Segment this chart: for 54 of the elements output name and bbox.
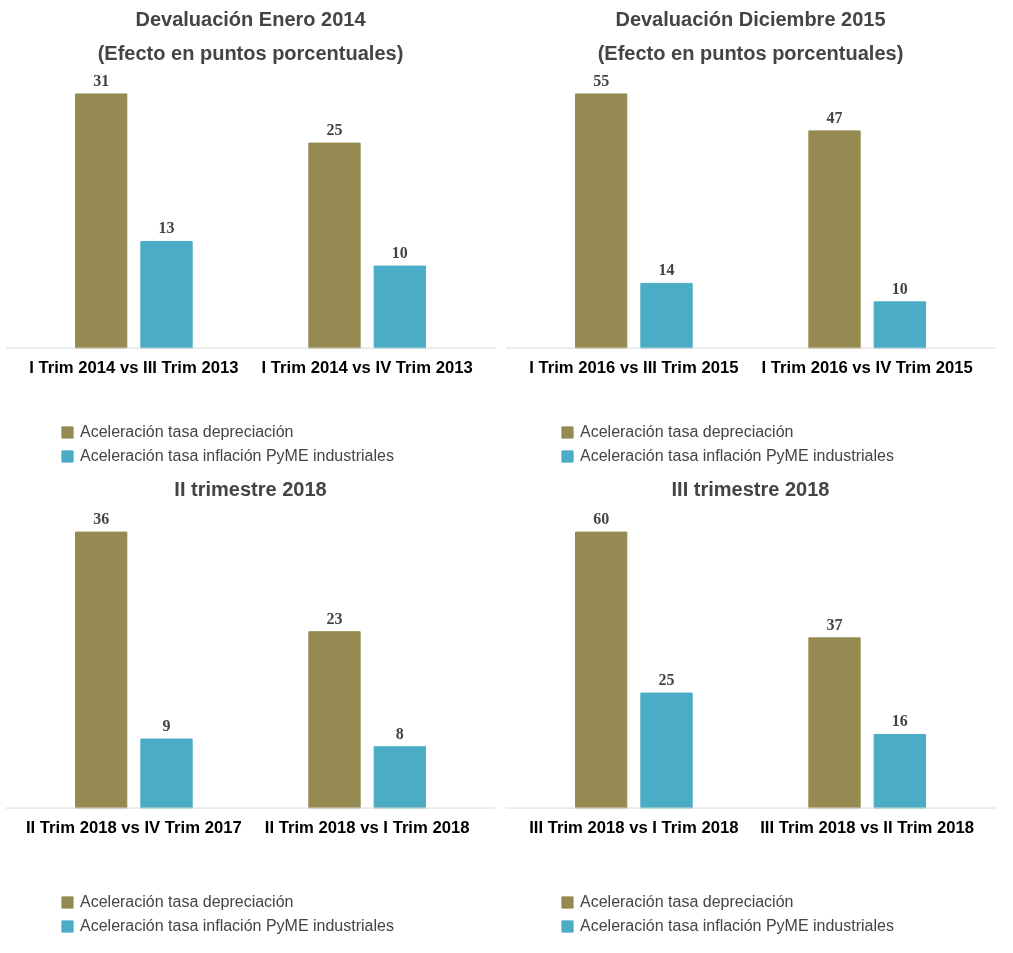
legend-label: Aceleración tasa inflación PyME industriales bbox=[580, 917, 894, 935]
legend-label: Aceleración tasa inflación PyME industriales bbox=[80, 917, 394, 935]
legend-label: Aceleración tasa depreciación bbox=[80, 423, 294, 441]
legend-label: Aceleración tasa inflación PyME industriales bbox=[80, 447, 394, 465]
data-label: 55 bbox=[593, 71, 610, 89]
x-tick-label: II Trim 2018 vs I Trim 2018 bbox=[264, 818, 470, 838]
bar bbox=[575, 93, 628, 349]
bar bbox=[575, 531, 628, 809]
data-label: 13 bbox=[158, 219, 175, 237]
x-tick-label: II Trim 2018 vs IV Trim 2017 bbox=[25, 818, 242, 838]
data-label: 25 bbox=[326, 121, 343, 139]
chart-title: Devaluación Enero 2014 bbox=[135, 7, 367, 30]
chart-subtitle: (Efecto en puntos porcentuales) bbox=[97, 41, 404, 64]
bar bbox=[140, 240, 193, 349]
data-label: 37 bbox=[826, 615, 843, 633]
bar bbox=[75, 93, 128, 349]
x-tick-label: I Trim 2014 vs IV Trim 2013 bbox=[261, 358, 473, 378]
chart-subtitle: (Efecto en puntos porcentuales) bbox=[597, 41, 904, 64]
bar bbox=[140, 738, 193, 809]
data-label: 25 bbox=[658, 671, 675, 689]
legend-label: Aceleración tasa depreciación bbox=[580, 893, 794, 911]
bar bbox=[373, 746, 426, 809]
x-tick-label: III Trim 2018 vs II Trim 2018 bbox=[760, 818, 975, 838]
data-label: 16 bbox=[891, 712, 908, 730]
bar bbox=[640, 282, 693, 349]
x-tick-label: III Trim 2018 vs I Trim 2018 bbox=[529, 818, 739, 838]
data-label: 10 bbox=[391, 244, 408, 262]
legend-label: Aceleración tasa depreciación bbox=[80, 893, 294, 911]
chart-title: II trimestre 2018 bbox=[174, 477, 327, 500]
data-label: 31 bbox=[93, 71, 110, 89]
chart-title: III trimestre 2018 bbox=[671, 477, 830, 500]
bar bbox=[308, 631, 361, 809]
bar bbox=[873, 301, 926, 349]
data-label: 9 bbox=[162, 717, 171, 735]
bar bbox=[873, 733, 926, 809]
x-tick-label: I Trim 2016 vs IV Trim 2015 bbox=[761, 358, 973, 378]
bar bbox=[308, 142, 361, 349]
legend-label: Aceleración tasa depreciación bbox=[580, 423, 794, 441]
data-label: 10 bbox=[891, 279, 908, 297]
bar bbox=[808, 637, 861, 809]
data-label: 14 bbox=[658, 261, 675, 279]
data-label: 60 bbox=[593, 510, 610, 528]
x-tick-label: I Trim 2014 vs III Trim 2013 bbox=[29, 358, 239, 378]
bar bbox=[75, 531, 128, 809]
data-label: 8 bbox=[395, 724, 404, 742]
data-label: 47 bbox=[826, 108, 843, 126]
chart-title: Devaluación Diciembre 2015 bbox=[615, 7, 886, 30]
x-tick-label: I Trim 2016 vs III Trim 2015 bbox=[529, 358, 739, 378]
bar bbox=[640, 692, 693, 809]
data-label: 23 bbox=[326, 609, 343, 627]
bar bbox=[373, 265, 426, 349]
bar bbox=[808, 130, 861, 349]
data-label: 36 bbox=[93, 510, 110, 528]
legend-label: Aceleración tasa inflación PyME industriales bbox=[580, 447, 894, 465]
